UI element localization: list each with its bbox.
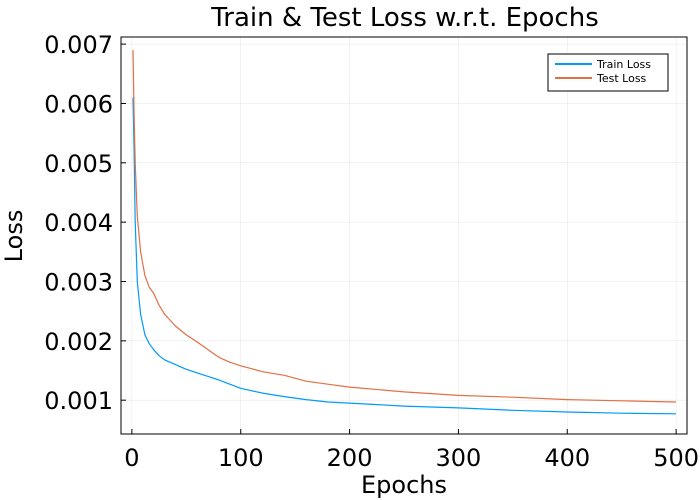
y-axis-label: Loss: [0, 210, 28, 263]
x-axis-label: Epochs: [361, 471, 447, 499]
x-tick-label: 300: [436, 444, 482, 472]
legend: Train Loss Test Loss: [547, 53, 669, 92]
x-tick-label: 500: [653, 444, 699, 472]
y-tick-label: 0.001: [44, 387, 113, 415]
plot-area: [120, 36, 688, 435]
series-layer: [132, 50, 677, 415]
x-tick-label: 200: [327, 444, 373, 472]
y-tick-label: 0.006: [44, 90, 113, 118]
x-tick-label: 400: [544, 444, 590, 472]
chart-title: Train & Test Loss w.r.t. Epochs: [210, 3, 599, 33]
grid: [121, 37, 687, 434]
legend-box: [547, 53, 669, 92]
x-tick-label: 0: [124, 444, 139, 472]
legend-label-test: Test Loss: [596, 72, 647, 85]
x-tick-label: 100: [218, 444, 264, 472]
train-loss-line: [132, 97, 677, 415]
y-tick-label: 0.003: [44, 268, 113, 296]
y-tick-label: 0.007: [44, 31, 113, 59]
axis-ticks: 0 100 200 300 400 500 0.001 0.002 0.003 0.004 0.00…: [44, 31, 699, 472]
y-tick-label: 0.004: [44, 209, 113, 237]
y-tick-label: 0.002: [44, 328, 113, 356]
test-loss-line: [132, 50, 677, 403]
legend-label-train: Train Loss: [596, 58, 651, 71]
y-tick-label: 0.005: [44, 150, 113, 178]
